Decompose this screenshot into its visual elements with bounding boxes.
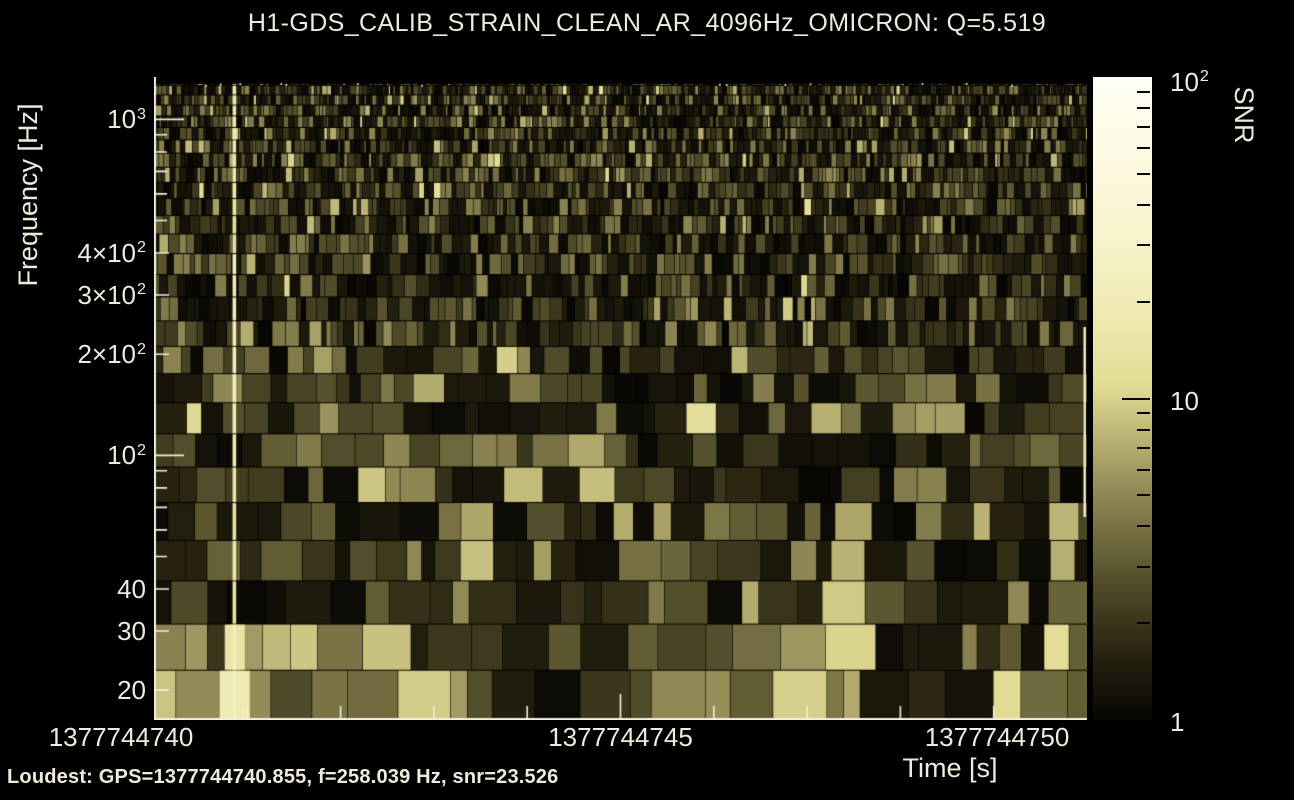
colorbar-minor-tick [1137, 428, 1150, 431]
colorbar-minor-tick [1137, 125, 1150, 128]
colorbar-minor-tick [1137, 90, 1150, 93]
x-tick-label: 1377744740 [48, 722, 194, 752]
y-tick-label: 2×102 [77, 339, 146, 370]
x-tick-label: 1377744750 [924, 722, 1070, 752]
plot-title: H1-GDS_CALIB_STRAIN_CLEAN_AR_4096Hz_OMIC… [247, 9, 1047, 37]
colorbar-minor-tick [1137, 468, 1150, 471]
colorbar-minor-tick [1137, 622, 1150, 625]
y-tick-label: 40 [117, 574, 146, 605]
colorbar-minor-tick [1137, 172, 1150, 175]
loudest-event-readout: Loudest: GPS=1377744740.855, f=258.039 H… [7, 766, 559, 788]
colorbar-minor-tick [1137, 525, 1150, 528]
colorbar-minor-tick [1137, 565, 1150, 568]
colorbar-minor-tick [1137, 447, 1150, 450]
y-tick-label: 102 [107, 440, 146, 471]
x-axis-title: Time [s] [902, 753, 998, 783]
colorbar-title: SNR [1229, 86, 1259, 144]
colorbar-minor-tick [1137, 203, 1150, 206]
colorbar-tick-label: 102 [1170, 67, 1209, 97]
colorbar-minor-tick [1137, 147, 1150, 150]
colorbar-major-tick [1122, 397, 1150, 400]
y-tick-label: 3×102 [77, 280, 146, 311]
y-tick-label: 30 [117, 615, 146, 646]
colorbar-tick-label: 10 [1170, 385, 1199, 416]
colorbar-minor-tick [1137, 412, 1150, 415]
spectrogram-canvas [154, 77, 1087, 720]
x-tick-label: 1377744745 [548, 722, 693, 752]
y-tick-label: 20 [117, 675, 146, 706]
colorbar-minor-tick [1137, 494, 1150, 497]
colorbar-minor-tick [1137, 107, 1150, 110]
colorbar-minor-tick [1137, 300, 1150, 303]
colorbar-tick-label: 1 [1170, 707, 1185, 737]
colorbar-minor-tick [1137, 244, 1150, 247]
y-tick-label: 4×102 [77, 238, 146, 269]
y-tick-label: 103 [107, 104, 146, 135]
